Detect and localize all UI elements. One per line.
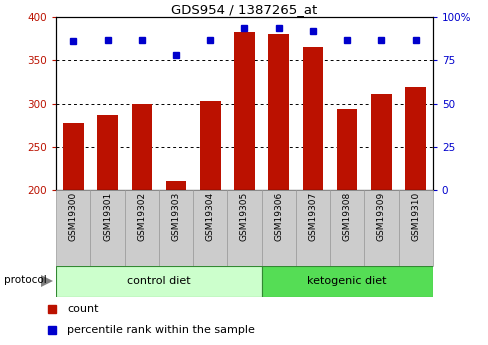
Bar (131, 104, 152, 190)
Text: GSM19309: GSM19309 (376, 192, 385, 241)
Bar (193, 190, 227, 266)
Text: GSM19302: GSM19302 (137, 192, 146, 241)
Bar (268, 33, 288, 190)
Bar (165, 181, 186, 190)
Bar (336, 109, 357, 190)
Bar (261, 190, 295, 266)
Text: GSM19304: GSM19304 (205, 192, 214, 241)
Text: GSM19310: GSM19310 (410, 192, 419, 241)
Bar (63, 123, 83, 190)
Text: GSM19307: GSM19307 (308, 192, 317, 241)
Bar (261, 266, 432, 297)
Text: GSM19300: GSM19300 (69, 192, 78, 241)
Bar (234, 32, 254, 190)
Bar (124, 190, 159, 266)
Bar (90, 190, 124, 266)
Bar (227, 190, 261, 266)
Text: GSM19306: GSM19306 (274, 192, 283, 241)
Text: GSM19308: GSM19308 (342, 192, 351, 241)
Text: GSM19305: GSM19305 (240, 192, 248, 241)
Bar (364, 190, 398, 266)
Bar (398, 190, 432, 266)
Text: ketogenic diet: ketogenic diet (307, 276, 386, 286)
Bar (97, 115, 118, 190)
Title: GDS954 / 1387265_at: GDS954 / 1387265_at (171, 3, 317, 16)
Bar (329, 190, 364, 266)
Bar (56, 190, 90, 266)
Bar (302, 47, 323, 190)
Bar (405, 87, 425, 190)
Text: GSM19301: GSM19301 (103, 192, 112, 241)
Text: count: count (67, 304, 99, 314)
Bar (200, 101, 220, 190)
Text: GSM19303: GSM19303 (171, 192, 180, 241)
Bar (56, 266, 261, 297)
Text: control diet: control diet (127, 276, 190, 286)
Bar (159, 190, 193, 266)
Text: protocol: protocol (4, 275, 47, 285)
Text: percentile rank within the sample: percentile rank within the sample (67, 325, 254, 335)
Bar (370, 94, 391, 190)
Bar (295, 190, 329, 266)
